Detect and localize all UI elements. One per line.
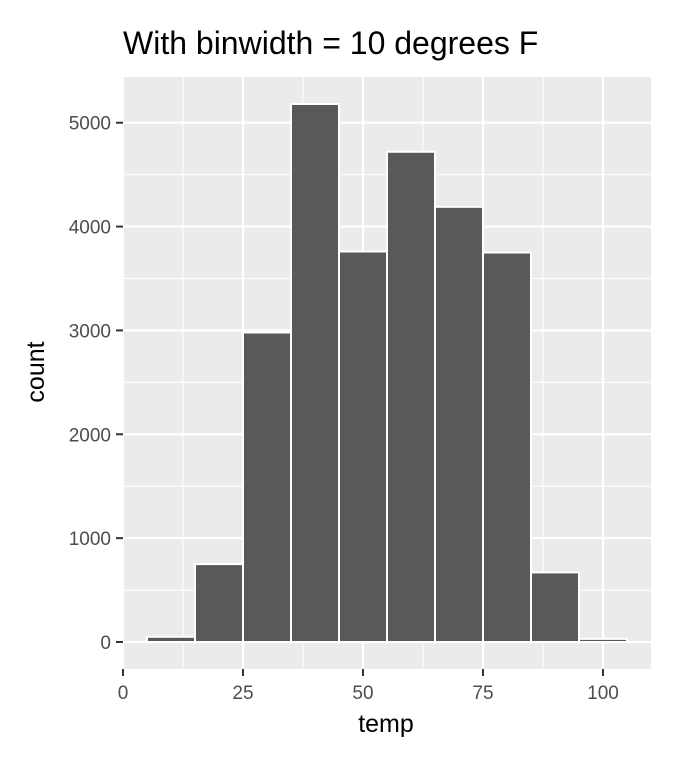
histogram-bar <box>530 571 580 643</box>
x-axis-title: temp <box>358 710 414 738</box>
chart-title: With binwidth = 10 degrees F <box>123 25 538 61</box>
histogram-bar <box>338 250 388 643</box>
x-tick-label: 0 <box>118 683 129 704</box>
y-tick-label: 5000 <box>69 114 111 135</box>
x-tick-label: 100 <box>587 683 619 704</box>
y-axis-tick-labels: 0 1000 2000 3000 4000 5000 <box>69 114 111 654</box>
x-tick-label: 75 <box>472 683 493 704</box>
x-tick-label: 25 <box>232 683 253 704</box>
y-axis-title: count <box>22 341 50 402</box>
y-tick-label: 0 <box>100 633 111 654</box>
x-axis-tick-labels: 0 25 50 75 100 <box>118 683 619 704</box>
histogram-bar <box>386 150 436 643</box>
histogram-bar <box>146 635 196 643</box>
histogram-bar <box>578 637 628 643</box>
histogram-bars <box>146 103 628 643</box>
y-tick-label: 3000 <box>69 321 111 342</box>
histogram-bar <box>194 563 244 643</box>
y-tick-label: 1000 <box>69 529 111 550</box>
histogram-bar <box>290 103 340 643</box>
histogram-bar <box>242 331 292 643</box>
histogram-bar <box>434 205 484 643</box>
histogram-bar <box>482 251 532 643</box>
axis-ticks <box>116 121 604 676</box>
x-tick-label: 50 <box>352 683 373 704</box>
y-tick-label: 4000 <box>69 218 111 239</box>
y-tick-label: 2000 <box>69 425 111 446</box>
